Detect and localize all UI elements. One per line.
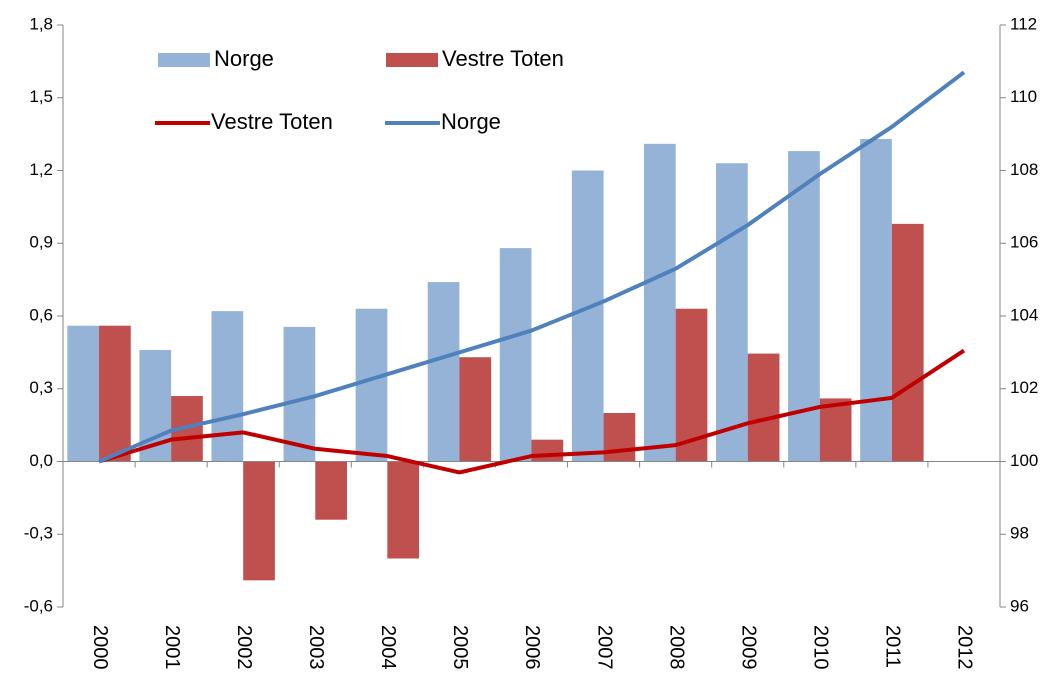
y-tick-label: 0,6 <box>29 305 53 324</box>
bar <box>891 223 924 462</box>
x-tick-label: 2008 <box>665 625 687 670</box>
line <box>98 70 966 464</box>
bar <box>427 282 460 462</box>
x-tick-label: 2005 <box>449 625 471 670</box>
y2-tick-label: 110 <box>1010 87 1037 106</box>
bar <box>499 248 532 462</box>
y-tick-label: -0,3 <box>24 524 53 543</box>
y2-tick-label: 104 <box>1010 305 1038 324</box>
bar <box>860 138 892 462</box>
bar <box>459 357 492 462</box>
bar <box>283 326 316 462</box>
legend-swatch <box>158 53 210 67</box>
x-tick-label: 2007 <box>593 625 615 670</box>
x-tick-label: 2012 <box>954 625 976 670</box>
y2-tick-label: 112 <box>1010 14 1037 33</box>
x-tick-label: 2011 <box>882 625 904 668</box>
legend-swatch <box>386 53 438 67</box>
bar <box>819 398 852 462</box>
bar <box>243 461 275 581</box>
x-tick-label: 2001 <box>161 625 183 670</box>
bar <box>747 353 780 462</box>
x-tick-label: 2003 <box>305 625 327 670</box>
bar <box>355 308 388 462</box>
x-tick-label: 2004 <box>377 625 399 670</box>
y-tick-label: 1,2 <box>29 160 53 179</box>
y-tick-label: 0,3 <box>29 378 53 397</box>
x-tick-label: 2009 <box>737 625 759 670</box>
legend-label: Vestre Toten <box>211 109 333 134</box>
y2-tick-label: 102 <box>1010 378 1038 397</box>
x-tick-label: 2006 <box>521 625 543 670</box>
bar <box>643 143 676 462</box>
line <box>98 348 966 475</box>
bar <box>603 413 636 462</box>
y2-tick-label: 108 <box>1010 160 1038 179</box>
y-tick-label: 0,9 <box>29 233 53 252</box>
y-tick-label: 1,5 <box>29 87 53 106</box>
bar <box>211 311 244 462</box>
y2-tick-label: 98 <box>1010 524 1029 543</box>
legend-label: Norge <box>214 46 274 71</box>
y2-tick-label: 106 <box>1010 233 1038 252</box>
bar <box>571 170 604 462</box>
bar <box>315 461 347 520</box>
y-tick-label: 1,8 <box>29 14 53 33</box>
y-tick-label: 0,0 <box>29 451 53 470</box>
x-tick-label: 2010 <box>810 625 832 670</box>
legend-label: Norge <box>441 109 501 134</box>
y2-tick-label: 100 <box>1010 451 1038 470</box>
bar <box>67 325 100 462</box>
bar <box>716 163 748 462</box>
bar <box>99 325 131 462</box>
bar <box>387 461 420 559</box>
y-tick-label: -0,6 <box>24 596 53 615</box>
legend-label: Vestre Toten <box>442 46 564 71</box>
x-tick-label: 2000 <box>89 625 111 670</box>
y2-tick-label: 96 <box>1010 596 1029 615</box>
x-tick-label: 2002 <box>233 625 255 670</box>
bar <box>531 439 564 462</box>
